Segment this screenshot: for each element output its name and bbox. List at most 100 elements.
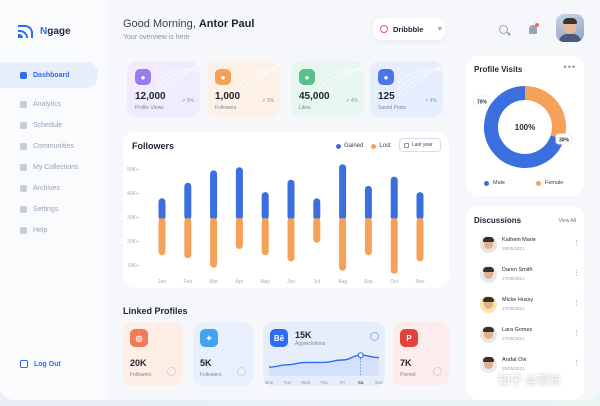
pinterest-card[interactable]: P 7K Pinned: [393, 322, 449, 386]
view-all-link[interactable]: View All: [558, 218, 576, 224]
analytics-icon: [20, 101, 27, 108]
sidebar-item-dashboard[interactable]: Dashboard: [0, 62, 98, 88]
account-select-label: Dribbble: [393, 24, 424, 34]
logo-icon: [18, 24, 34, 38]
profile-label: Followers: [200, 372, 222, 378]
heart-icon: ●: [299, 69, 315, 85]
x-tick-label: Jan: [158, 279, 166, 285]
instagram-card[interactable]: ◎ 20K Followers: [123, 322, 183, 386]
discussion-item[interactable]: Arafat Ovi 20/05/2021 ⋮: [476, 354, 580, 378]
more-vertical-icon[interactable]: ⋮: [573, 330, 580, 337]
discussion-item[interactable]: Lara Gomez 27/05/2021 ⋮: [476, 324, 580, 348]
search-button[interactable]: [490, 16, 516, 42]
bar-lost: [390, 218, 398, 274]
discussion-name: Lara Gomez: [502, 327, 533, 333]
sidebar-item-label: Analytics: [33, 101, 62, 108]
slice-label: 30%: [559, 138, 570, 144]
stat-label: Profile Views: [135, 105, 164, 111]
bar-gained: [364, 185, 372, 220]
bar-lost: [158, 218, 166, 256]
more-vertical-icon[interactable]: ⋮: [573, 270, 580, 277]
bar-gained: [235, 167, 243, 220]
logout-button[interactable]: Log Out: [20, 360, 61, 368]
grid-icon: [20, 71, 27, 79]
x-tick-label: Sep: [364, 279, 373, 285]
behance-card[interactable]: Bē 15K Appreciations Mon Tue Wed Thu Fri Sa Sun: [263, 322, 385, 386]
x-tick-label: Apr: [236, 279, 244, 285]
bar-gained: [210, 170, 218, 220]
followers-card: Followers Gained Lost Last year 50K+ 40K+…: [123, 132, 449, 288]
sidebar: Ngage Dashboard Analytics Schedule Communit…: [0, 0, 108, 400]
bar-lost: [364, 218, 372, 256]
appreciations-line-chart: Mon Tue Wed Thu Fri Sa Sun: [265, 352, 383, 385]
x-tick-label: Aug: [338, 279, 347, 285]
account-select[interactable]: Dribbble ▼: [373, 18, 445, 40]
legend-lost: Lost: [371, 143, 391, 149]
slice-female: [524, 86, 566, 140]
more-icon[interactable]: •••: [563, 62, 576, 72]
stat-trend: ↗ 4%: [345, 98, 358, 104]
sidebar-item-help[interactable]: Help: [0, 220, 108, 241]
instagram-icon: ◎: [130, 329, 148, 347]
dribbble-icon: [380, 25, 388, 33]
sidebar-item-my-collections[interactable]: My Collections: [0, 157, 108, 178]
twitter-card[interactable]: ✦ 5K Followers: [193, 322, 253, 386]
profile-label: Appreciations: [295, 341, 326, 347]
more-vertical-icon[interactable]: ⋮: [573, 240, 580, 247]
period-select[interactable]: Last year: [399, 138, 441, 152]
x-tick-label: Feb: [183, 279, 192, 285]
pinterest-icon: P: [400, 329, 418, 347]
notifications-button[interactable]: [520, 16, 546, 42]
bar-lost: [235, 218, 243, 249]
x-tick-label: Mar: [209, 279, 218, 285]
open-icon[interactable]: [237, 367, 246, 376]
legend-female: Female: [536, 180, 563, 186]
followers-title: Followers: [132, 141, 175, 151]
stat-card[interactable]: ● 125 Saved Posts ↗ 4%: [370, 61, 443, 117]
stat-card[interactable]: ● 1,000 Followers ↗ 3%: [207, 61, 280, 117]
sidebar-item-archives[interactable]: Archives: [0, 178, 108, 199]
more-vertical-icon[interactable]: ⋮: [573, 360, 580, 367]
bookmark-icon: ●: [378, 69, 394, 85]
greeting-subtitle: Your overview is here: [123, 34, 190, 41]
discussion-date: 27/05/2021: [502, 336, 525, 341]
open-icon[interactable]: [167, 367, 176, 376]
sidebar-item-label: My Collections: [33, 164, 79, 171]
day-label: Sa: [358, 380, 364, 385]
chevron-down-icon: ▼: [436, 25, 444, 33]
stat-card[interactable]: ● 12,000 Profile Views ↗ 5%: [127, 61, 200, 117]
open-icon[interactable]: [370, 332, 379, 341]
discussion-item[interactable]: Daren Smith 27/05/2021 ⋮: [476, 264, 580, 288]
profile-value: 20K: [130, 358, 147, 368]
bar-gained: [339, 164, 347, 220]
stat-value: 12,000: [135, 91, 166, 102]
y-tick-label: 30K+: [127, 215, 139, 221]
bar-gained: [287, 179, 295, 220]
bar-lost: [416, 218, 424, 262]
period-label: Last year: [412, 142, 433, 148]
stat-label: Likes: [299, 105, 311, 111]
sidebar-item-communities[interactable]: Communities: [0, 136, 108, 157]
calendar-icon: [20, 122, 27, 129]
sidebar-item-settings[interactable]: Settings: [0, 199, 108, 220]
sidebar-item-schedule[interactable]: Schedule: [0, 115, 108, 136]
active-point: [357, 352, 364, 359]
donut-center-label: 100%: [515, 123, 535, 132]
open-icon[interactable]: [433, 367, 442, 376]
profile-value: 15K: [295, 330, 312, 340]
sidebar-item-analytics[interactable]: Analytics: [0, 94, 108, 115]
profile-value: 5K: [200, 358, 212, 368]
eye-icon: ●: [135, 69, 151, 85]
sidebar-item-label: Dashboard: [33, 71, 70, 79]
stat-label: Saved Posts: [378, 105, 407, 111]
stat-card[interactable]: ● 45,000 Likes ↗ 4%: [291, 61, 364, 117]
discussion-item[interactable]: Kathein Marie 20/05/2021 ⋮: [476, 234, 580, 258]
profile-visits-card: Profile Visits ••• 100% 70% 30% Male Femal…: [466, 56, 584, 196]
discussion-item[interactable]: Micke Hussy 27/05/2021 ⋮: [476, 294, 580, 318]
y-tick-label: 20K+: [127, 239, 139, 245]
user-avatar[interactable]: [556, 14, 584, 42]
more-vertical-icon[interactable]: ⋮: [573, 300, 580, 307]
logout-icon: [20, 360, 28, 368]
gear-icon: [20, 206, 27, 213]
